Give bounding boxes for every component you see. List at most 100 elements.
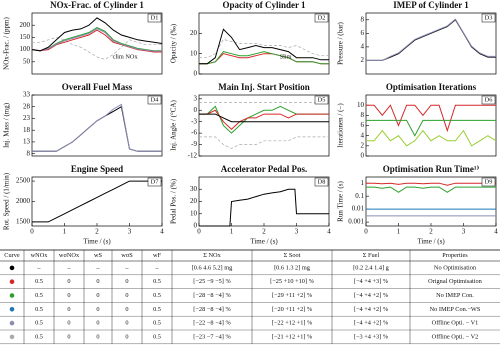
x-tick-label: 2	[95, 228, 99, 236]
plot-frame	[198, 176, 330, 227]
table-cell: –	[36, 264, 41, 271]
panel-tag-box	[147, 177, 162, 187]
y-axis-label: Iterationen / (−)	[337, 103, 345, 148]
y-tick-label: 50	[23, 57, 31, 65]
panel-tag-box	[147, 13, 162, 23]
series-line	[366, 186, 496, 193]
table-cell: 0	[67, 306, 70, 313]
table-cell: 0	[125, 320, 128, 327]
y-tick-label: 2500	[16, 177, 31, 185]
series-line	[199, 51, 329, 65]
table-header: Σ Soot	[284, 252, 301, 259]
panel-tag-box	[314, 177, 329, 187]
panel-title: Overall Fuel Mass	[62, 82, 133, 92]
curve-marker	[9, 279, 15, 285]
series-line	[199, 105, 329, 134]
y-tick-label: 28	[23, 102, 31, 110]
table-cell: No IMEP Con.−WS	[430, 306, 481, 313]
y-axis-label: Inj. Angle / (°CA)	[170, 100, 178, 151]
panel-title: IMEP of Cylinder 1	[393, 0, 469, 10]
x-tick-label: 1	[63, 228, 67, 236]
table-cell: [−28 −8 −4] %	[193, 306, 231, 313]
y-axis-label: Run Time / (s)	[337, 181, 345, 222]
curve-marker	[9, 320, 15, 326]
y-tick-label: 8	[27, 149, 31, 157]
table-cell: 0.5	[153, 292, 161, 299]
series-line	[31, 29, 162, 53]
x-axis-label: Time / (s)	[83, 238, 111, 246]
series-line	[32, 105, 162, 152]
y-tick-label: 0.1	[355, 192, 364, 200]
table-cell: 0	[96, 292, 99, 299]
table-cell: [−4 +4 +3] %	[354, 278, 389, 285]
table-header: Curve	[4, 252, 20, 259]
x-tick-label: 4	[494, 228, 498, 236]
y-tick-label: 0.001	[348, 218, 364, 226]
curve-marker	[9, 265, 15, 271]
x-tick-label: 2	[262, 228, 266, 236]
panel-tag: D6	[485, 97, 493, 104]
series-line	[199, 136, 329, 149]
plot-frame	[365, 12, 497, 75]
table-header: Properties	[442, 252, 468, 259]
series-line	[199, 38, 329, 59]
x-axis-label: Time / (s)	[250, 238, 278, 246]
y-tick-label: 20	[190, 29, 198, 37]
panel-title: Engine Speed	[71, 164, 123, 174]
y-axis-label: NOx-Frac. / (ppm)	[3, 16, 11, 69]
x-tick-label: 1	[397, 228, 401, 236]
annotation: Slim	[280, 53, 292, 60]
y-tick-label: -12	[188, 152, 198, 160]
panel-tag-box	[314, 95, 329, 105]
table-cell: 0	[96, 333, 99, 340]
y-tick-label: 10	[190, 209, 198, 217]
table-header: wσNOx	[59, 252, 80, 259]
panel-tag-box	[147, 95, 162, 105]
table-cell: 0.5	[153, 278, 161, 285]
table-cell: [0.2 2.4 1.4] g	[353, 264, 390, 271]
y-axis-label: Rot. Speed / (1/min)	[3, 172, 11, 230]
y-tick-label: 23	[23, 114, 31, 122]
y-tick-label: 0	[194, 106, 198, 114]
y-tick-label: 3	[194, 94, 198, 102]
plot-frame	[31, 12, 163, 75]
panel-tag: D3	[485, 15, 493, 22]
table-cell: [−4 +4 +2] %	[354, 292, 389, 299]
series-line	[366, 129, 497, 147]
series-line	[32, 103, 162, 152]
table-cell: 0.5	[35, 306, 43, 313]
y-axis-label: Inj. Mass / (mg)	[3, 102, 11, 148]
panel-title: Main Inj. Start Position	[218, 82, 310, 92]
y-tick-label: 100	[20, 45, 31, 53]
y-tick-label: 30	[190, 185, 198, 193]
table-cell: [−22 +12 +1] %	[272, 320, 313, 327]
series-line	[366, 18, 496, 61]
table-cell: 0	[125, 333, 128, 340]
series-line	[366, 104, 496, 133]
table-cell: 0	[67, 292, 70, 299]
table-cell: [−23 −7 −4] %	[193, 333, 231, 340]
table-header: Σ NOx	[203, 252, 221, 259]
table-cell: [−20 +11 +2] %	[272, 306, 313, 313]
panel-title: Accelerator Pedal Pos.	[221, 164, 308, 174]
x-tick-label: 3	[462, 228, 466, 236]
panel-tag: D4	[151, 97, 160, 104]
table-cell: [−25 −9 −5] %	[193, 278, 231, 285]
table-cell: 0.5	[153, 306, 161, 313]
y-tick-label: 4	[361, 131, 365, 139]
table-cell: 0	[125, 292, 128, 299]
table-cell: [−3 +4 +3] %	[354, 333, 389, 340]
x-tick-label: 2	[429, 228, 433, 236]
table-cell: –	[66, 264, 71, 271]
x-tick-label: 4	[327, 228, 331, 236]
table-cell: 0.5	[35, 278, 43, 285]
series-line	[199, 109, 329, 130]
table-cell: –	[154, 264, 159, 271]
series-line	[32, 180, 162, 223]
y-tick-label: 1	[361, 179, 365, 187]
y-axis-label: Pedal Pos. / (%)	[170, 178, 178, 224]
series-line	[199, 28, 329, 65]
x-axis-label: Time / (s)	[417, 238, 445, 246]
plot-frame	[198, 12, 330, 75]
